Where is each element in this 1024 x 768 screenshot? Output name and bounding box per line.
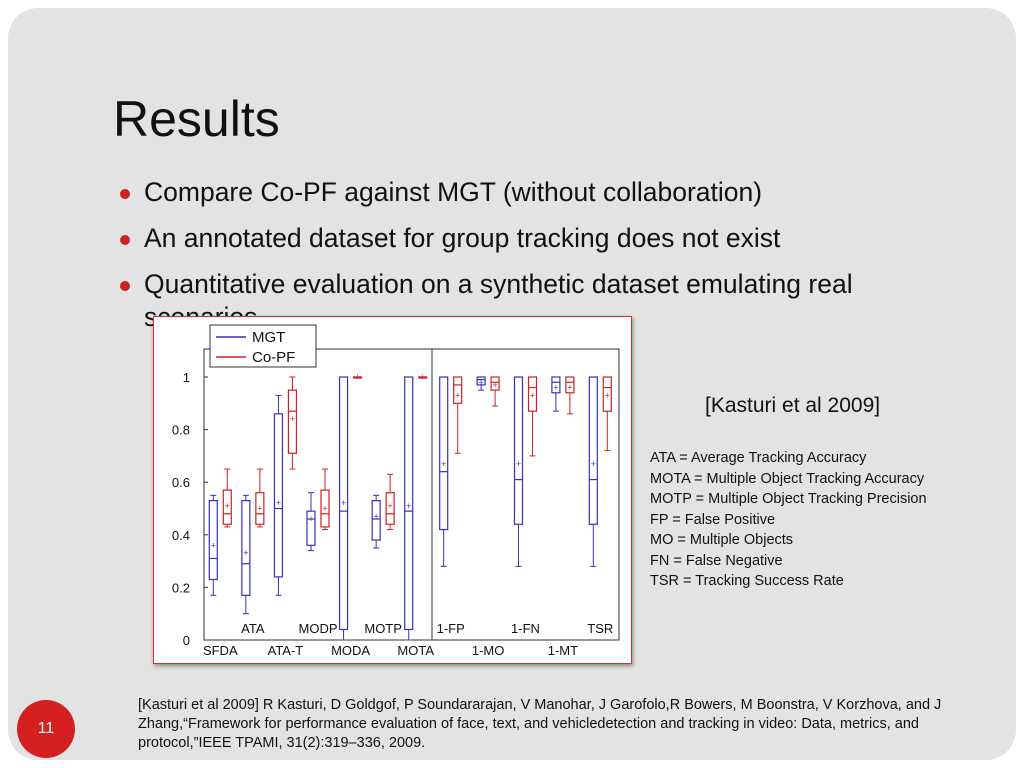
- bullet-item: Compare Co-PF against MGT (without colla…: [120, 176, 960, 209]
- y-tick-label: 0.6: [172, 475, 190, 490]
- citation-tag: [Kasturi et al 2009]: [705, 394, 881, 417]
- copf-box: [453, 376, 463, 404]
- copf-box: [320, 489, 330, 528]
- x-category-label: SFDA: [203, 643, 238, 658]
- copf-box: [255, 492, 265, 525]
- box-plot-chart: 0 0.2 0.4 0.6 0.8 1 + + + + + + + + + + + + + + SFDAATAATA-T…: [172, 324, 620, 658]
- x-category-label: ATA-T: [268, 643, 304, 658]
- bullet-dot-icon: [120, 189, 130, 199]
- copf-mean-marker: +: [567, 383, 572, 393]
- x-category-label: MOTP: [364, 621, 402, 636]
- mgt-box: [241, 500, 251, 596]
- copf-mean-marker: +: [322, 504, 327, 514]
- mgt-box: [338, 376, 349, 631]
- copf-box: [287, 389, 298, 454]
- slide: Results Compare Co-PF against MGT (witho…: [8, 8, 1016, 760]
- copf-mean-marker: +: [355, 372, 360, 382]
- abbreviation-item: ATA = Average Tracking Accuracy: [650, 450, 867, 466]
- y-tick-label: 1: [183, 370, 190, 385]
- slide-title: Results: [113, 91, 280, 147]
- mgt-mean-marker: +: [243, 548, 248, 558]
- legend-label-mgt: MGT: [252, 329, 285, 346]
- abbreviation-item: TSR = Tracking Success Rate: [650, 573, 844, 589]
- mgt-box: [273, 413, 284, 578]
- mgt-box: [306, 510, 316, 546]
- abbreviation-item: FN = False Negative: [650, 552, 783, 569]
- mgt-mean-marker: +: [478, 377, 483, 387]
- bullet-dot-icon: [120, 281, 130, 291]
- mgt-mean-marker: +: [591, 459, 596, 469]
- legend-label-copf: Co-PF: [252, 349, 295, 366]
- copf-box: [527, 376, 538, 412]
- mgt-mean-marker: +: [441, 459, 446, 469]
- mgt-mean-marker: +: [374, 511, 379, 521]
- x-category-label: 1-FN: [511, 621, 540, 636]
- copf-mean-marker: +: [420, 372, 425, 382]
- x-category-label: MODP: [299, 621, 338, 636]
- mgt-mean-marker: +: [308, 514, 313, 524]
- abbreviation-item: FP = False Positive: [650, 511, 776, 528]
- bullet-text: An annotated dataset for group tracking …: [144, 223, 781, 253]
- y-tick-label: 0.4: [172, 528, 190, 543]
- copf-mean-marker: +: [455, 390, 460, 400]
- mgt-mean-marker: +: [406, 501, 411, 511]
- mgt-box: [476, 376, 486, 386]
- copf-mean-marker: +: [225, 501, 230, 511]
- copf-mean-marker: +: [492, 380, 497, 390]
- mgt-box: [404, 376, 414, 631]
- abbreviation-item: MOTP = Multiple Object Tracking Precisio…: [650, 491, 927, 507]
- mgt-box: [439, 376, 449, 531]
- copf-mean-marker: +: [530, 390, 535, 400]
- mgt-mean-marker: +: [516, 459, 521, 469]
- abbreviation-item: MO = Multiple Objects: [650, 532, 794, 548]
- copf-box: [385, 492, 395, 525]
- copf-box: [490, 376, 500, 391]
- mgt-mean-marker: +: [341, 498, 346, 508]
- x-category-label: ATA: [241, 621, 265, 636]
- copf-mean-marker: +: [605, 390, 610, 400]
- copf-box: [565, 376, 575, 394]
- x-category-label: MODA: [331, 643, 370, 658]
- copf-mean-marker: +: [290, 414, 295, 424]
- y-tick-label: 0.8: [172, 423, 190, 438]
- mgt-box: [513, 376, 524, 525]
- mgt-box: [208, 500, 218, 581]
- box-plot-figure: 0 0.2 0.4 0.6 0.8 1 + + + + + + + + + + + + + + SFDA ATA ATA-T…: [153, 316, 632, 664]
- copf-box: [222, 489, 232, 525]
- abbreviation-list: ATA = Average Tracking Accuracy MOTA = M…: [650, 448, 927, 592]
- x-category-label: 1-MO: [472, 643, 505, 658]
- y-tick-label: 0: [183, 633, 190, 648]
- abbreviation-item: MOTA = Multiple Object Tracking Accuracy: [650, 470, 925, 487]
- x-category-label: 1-MT: [548, 643, 578, 658]
- mgt-box: [371, 500, 381, 541]
- mgt-mean-marker: +: [276, 498, 281, 508]
- mgt-mean-marker: +: [553, 383, 558, 393]
- bullet-dot-icon: [120, 235, 130, 245]
- reference-text: [Kasturi et al 2009] R Kasturi, D Goldgo…: [138, 697, 942, 751]
- page-number-badge: 11: [17, 700, 75, 758]
- mgt-box: [588, 376, 598, 525]
- copf-mean-marker: +: [257, 504, 262, 514]
- mgt-mean-marker: +: [211, 540, 216, 550]
- copf-mean-marker: +: [388, 501, 393, 511]
- copf-box: [602, 376, 612, 412]
- bullet-item: An annotated dataset for group tracking …: [120, 222, 960, 255]
- y-tick-label: 0.2: [172, 580, 190, 595]
- mgt-box: [551, 376, 561, 394]
- bullet-text: Compare Co-PF against MGT (without colla…: [144, 177, 763, 207]
- legend-box: [209, 324, 317, 368]
- x-category-label: 1-FP: [437, 621, 465, 636]
- x-category-label: MOTA: [397, 643, 434, 658]
- x-category-label: TSR: [587, 621, 613, 636]
